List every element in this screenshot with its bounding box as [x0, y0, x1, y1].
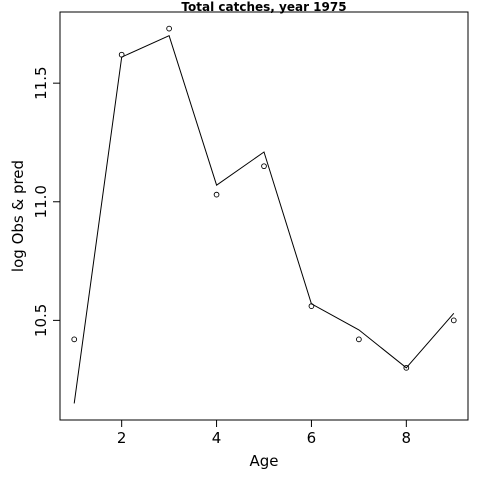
y-tick-label: 11.5 — [32, 66, 50, 99]
observed-point — [403, 364, 410, 371]
observed-point — [166, 25, 172, 32]
observed-point — [450, 317, 457, 324]
observed-point — [213, 191, 220, 198]
predicted-line — [73, 35, 455, 404]
x-axis-label: Age — [249, 452, 278, 470]
observed-point — [356, 336, 362, 343]
x-tick-label: 8 — [402, 429, 412, 447]
observed-point — [261, 163, 267, 170]
x-tick-label: 6 — [307, 429, 317, 447]
y-tick-label: 11.0 — [32, 185, 50, 218]
x-tick-label: 4 — [212, 429, 222, 447]
observed-point — [71, 336, 78, 343]
y-tick-label: 10.5 — [32, 304, 50, 337]
x-tick-label: 2 — [117, 429, 127, 447]
series-layer — [71, 25, 457, 404]
y-axis-label: log Obs & pred — [9, 160, 27, 272]
y-axis: 10.5 11.0 11.5 — [32, 66, 61, 337]
x-axis: 2 4 6 8 — [117, 419, 412, 447]
chart-title: Total catches, year 1975 — [181, 0, 346, 14]
